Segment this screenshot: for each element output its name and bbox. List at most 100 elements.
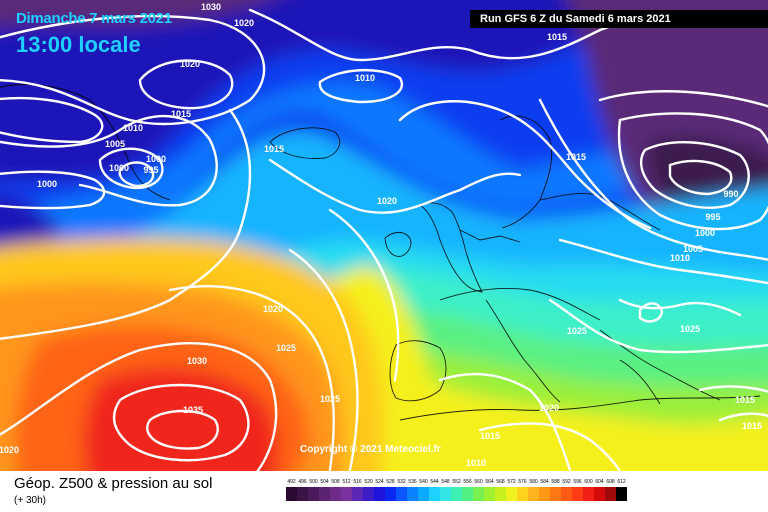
isobar-label: 990 — [723, 189, 739, 199]
scale-step-swatch — [451, 487, 462, 501]
scale-step: 588 — [550, 479, 561, 503]
scale-step: 592 — [561, 479, 572, 503]
isobar-label: 1020 — [0, 445, 20, 455]
scale-step-label: 604 — [595, 479, 604, 485]
scale-step: 556 — [462, 479, 473, 503]
scale-step: 572 — [506, 479, 517, 503]
scale-step-swatch — [583, 487, 594, 501]
isobar-label: 1015 — [565, 152, 587, 162]
isobar-label: 1020 — [538, 403, 560, 413]
isobar-label: 1020 — [233, 18, 255, 28]
scale-step: 552 — [451, 479, 462, 503]
scale-step-swatch — [374, 487, 385, 501]
scale-step-swatch — [286, 487, 297, 501]
scale-step: 612 — [616, 479, 627, 503]
isobar-label: 1015 — [741, 421, 763, 431]
copyright-notice: Copyright © 2021 Meteociel.fr — [300, 444, 441, 455]
scale-step: 564 — [484, 479, 495, 503]
scale-step-label: 572 — [507, 479, 516, 485]
scale-step-label: 500 — [309, 479, 318, 485]
scale-step-label: 536 — [408, 479, 417, 485]
scale-step-label: 508 — [331, 479, 340, 485]
forecast-lead-time: (+ 30h) — [14, 495, 46, 506]
isobar-label: 1000 — [145, 154, 167, 164]
isobar-label: 1015 — [546, 32, 568, 42]
isobar-label: 1025 — [275, 343, 297, 353]
scale-step-swatch — [330, 487, 341, 501]
scale-step-swatch — [462, 487, 473, 501]
scale-step-label: 612 — [617, 479, 626, 485]
scale-step-label: 548 — [441, 479, 450, 485]
isobar-label: 1010 — [122, 123, 144, 133]
scale-step: 576 — [517, 479, 528, 503]
isobar-label: 1035 — [182, 405, 204, 415]
isobar-label: 995 — [705, 212, 721, 222]
scale-step-swatch — [572, 487, 583, 501]
model-run-info: Run GFS 6 Z du Samedi 6 mars 2021 — [470, 10, 768, 28]
scale-step-label: 552 — [452, 479, 461, 485]
scale-step-swatch — [517, 487, 528, 501]
isobar-label: 1005 — [682, 244, 704, 254]
scale-step: 560 — [473, 479, 484, 503]
scale-step: 596 — [572, 479, 583, 503]
weather-map: Dimanche 7 mars 2021 13:00 locale Run GF… — [0, 0, 768, 471]
isobar-label: 1020 — [376, 196, 398, 206]
scale-step: 500 — [308, 479, 319, 503]
scale-step-label: 516 — [353, 479, 362, 485]
scale-step-label: 560 — [474, 479, 483, 485]
scale-step-swatch — [561, 487, 572, 501]
scale-step-label: 580 — [529, 479, 538, 485]
isobar-label: 1015 — [170, 109, 192, 119]
scale-step-swatch — [539, 487, 550, 501]
scale-step: 584 — [539, 479, 550, 503]
geopotential-map-svg — [0, 0, 768, 471]
scale-step-label: 492 — [287, 479, 296, 485]
scale-step-label: 564 — [485, 479, 494, 485]
isobar-label: 1010 — [465, 458, 487, 468]
scale-step-swatch — [550, 487, 561, 501]
isobar-label: 1030 — [200, 2, 222, 12]
scale-step-swatch — [528, 487, 539, 501]
isobar-label: 1000 — [36, 179, 58, 189]
legend-footer: Géop. Z500 & pression au sol (+ 30h) 492… — [0, 471, 768, 512]
coastlines — [0, 84, 761, 421]
scale-step: 568 — [495, 479, 506, 503]
scale-step-swatch — [352, 487, 363, 501]
scale-step-swatch — [363, 487, 374, 501]
scale-step: 540 — [418, 479, 429, 503]
scale-step: 508 — [330, 479, 341, 503]
scale-step: 608 — [605, 479, 616, 503]
forecast-date: Dimanche 7 mars 2021 — [16, 10, 172, 27]
scale-step-swatch — [418, 487, 429, 501]
scale-step-label: 512 — [342, 479, 351, 485]
scale-step-swatch — [407, 487, 418, 501]
scale-step-swatch — [341, 487, 352, 501]
isobar-label: 995 — [143, 165, 159, 175]
scale-step-label: 608 — [606, 479, 615, 485]
scale-step-label: 556 — [463, 479, 472, 485]
isobar-label: 1000 — [108, 163, 130, 173]
isobar-label: 1000 — [694, 228, 716, 238]
isobar-label: 1015 — [263, 144, 285, 154]
scale-step: 600 — [583, 479, 594, 503]
scale-step: 520 — [363, 479, 374, 503]
scale-step: 512 — [341, 479, 352, 503]
isobar-label: 1020 — [179, 59, 201, 69]
isobar-label: 1020 — [262, 304, 284, 314]
scale-step: 580 — [528, 479, 539, 503]
scale-step-swatch — [308, 487, 319, 501]
scale-step-swatch — [616, 487, 627, 501]
scale-step-swatch — [594, 487, 605, 501]
scale-step: 548 — [440, 479, 451, 503]
scale-step-label: 592 — [562, 479, 571, 485]
scale-step-swatch — [484, 487, 495, 501]
scale-step-label: 596 — [573, 479, 582, 485]
isobar-label: 1025 — [566, 326, 588, 336]
scale-step: 496 — [297, 479, 308, 503]
isobar-label: 1025 — [679, 324, 701, 334]
geopotential-color-scale: 492 496 500 504 508 512 516 520 524 528 532 536 540 5… — [286, 479, 627, 503]
scale-step: 504 — [319, 479, 330, 503]
scale-step-swatch — [506, 487, 517, 501]
scale-step: 516 — [352, 479, 363, 503]
isobar-label: 1030 — [186, 356, 208, 366]
